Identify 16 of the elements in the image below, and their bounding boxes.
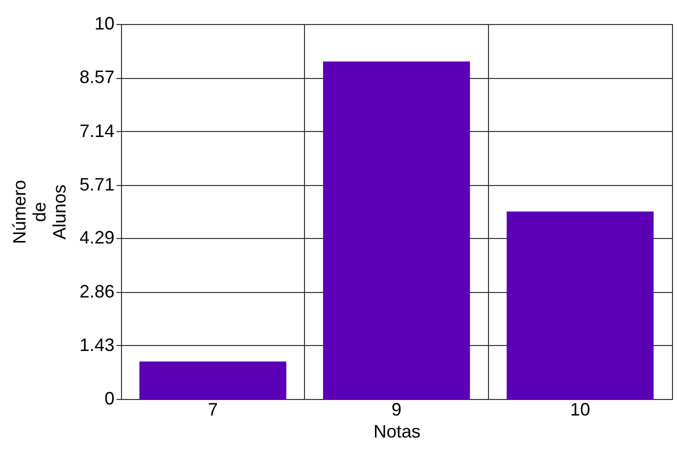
x-tick-label: 7 bbox=[208, 400, 218, 420]
bar bbox=[139, 362, 286, 399]
y-tick-label: 7.14 bbox=[79, 120, 114, 141]
y-tick-label: 10 bbox=[94, 14, 114, 34]
y-tick-label: 8.57 bbox=[79, 67, 114, 88]
y-tick-label: 2.86 bbox=[79, 281, 114, 302]
x-tick-label: 9 bbox=[391, 400, 402, 420]
y-tick-label: 0 bbox=[104, 388, 114, 408]
y-tick-label: 1.43 bbox=[79, 334, 114, 355]
bar bbox=[323, 62, 470, 399]
x-tick-label: 10 bbox=[570, 400, 590, 420]
y-tick-label: 5.71 bbox=[79, 174, 114, 194]
y-tick-label: 4.29 bbox=[79, 228, 114, 248]
x-axis-title: Notas bbox=[373, 422, 421, 442]
y-axis-title: Número de Alunos bbox=[9, 180, 70, 244]
bar bbox=[506, 212, 654, 399]
